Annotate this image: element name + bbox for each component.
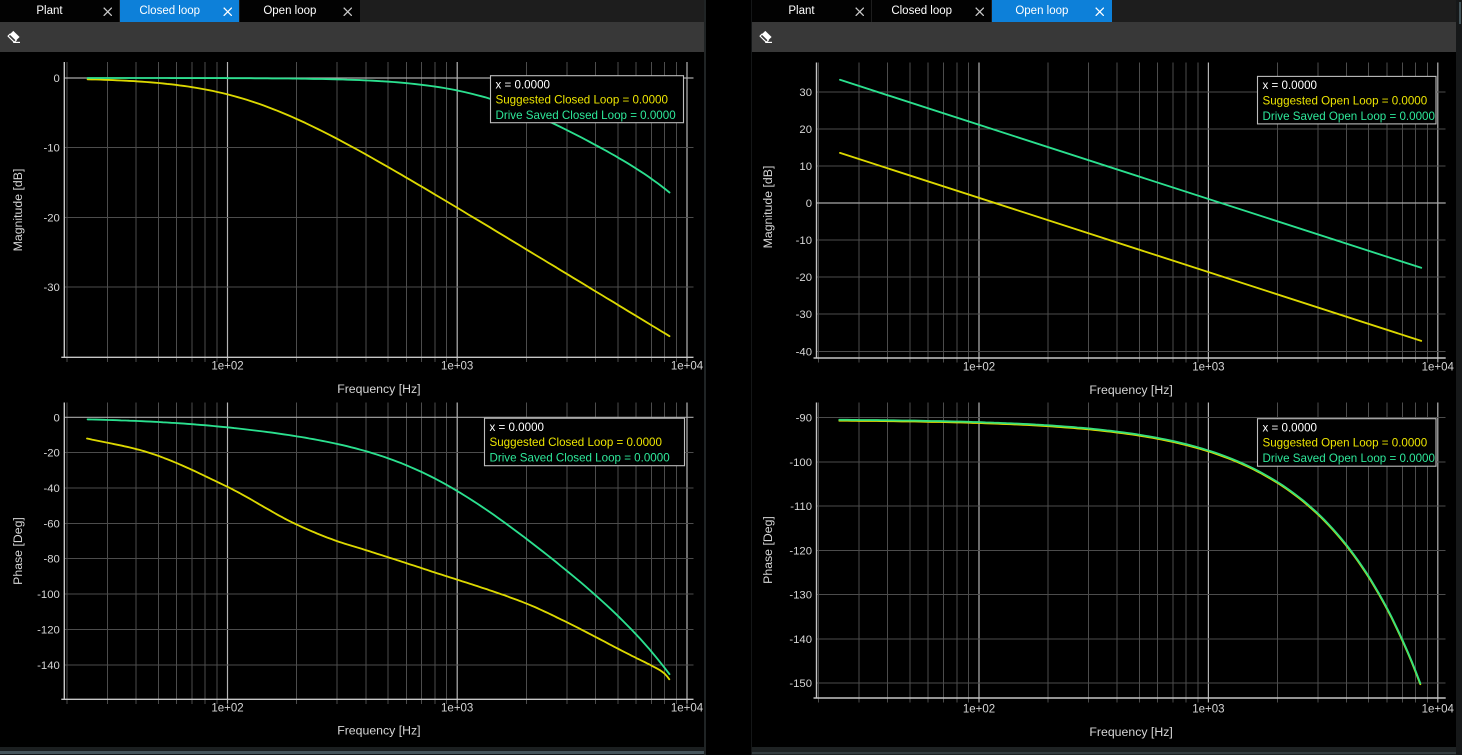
svg-text:Drive Saved Closed Loop = 0.00: Drive Saved Closed Loop = 0.0000 <box>496 109 676 122</box>
svg-text:-10: -10 <box>796 235 812 247</box>
svg-text:-120: -120 <box>37 625 60 637</box>
svg-text:-20: -20 <box>43 448 59 460</box>
svg-text:1e+03: 1e+03 <box>1192 362 1224 374</box>
svg-text:-40: -40 <box>43 483 59 495</box>
svg-text:0: 0 <box>54 412 60 424</box>
svg-text:x = 0.0000: x = 0.0000 <box>490 421 544 434</box>
svg-text:1e+03: 1e+03 <box>1192 704 1224 716</box>
svg-text:-140: -140 <box>37 660 60 672</box>
svg-text:-110: -110 <box>790 501 812 513</box>
svg-text:1e+03: 1e+03 <box>441 703 473 715</box>
svg-text:x = 0.0000: x = 0.0000 <box>1263 421 1317 434</box>
svg-text:x = 0.0000: x = 0.0000 <box>1263 79 1317 92</box>
svg-text:Phase [Deg]: Phase [Deg] <box>11 517 25 585</box>
svg-text:Suggested Closed Loop = 0.0000: Suggested Closed Loop = 0.0000 <box>490 436 662 449</box>
svg-text:-150: -150 <box>789 678 812 690</box>
svg-text:Drive Saved Open Loop = 0.0000: Drive Saved Open Loop = 0.0000 <box>1263 452 1435 465</box>
svg-text:Frequency [Hz]: Frequency [Hz] <box>1089 725 1172 739</box>
svg-text:0: 0 <box>806 198 812 210</box>
svg-text:-60: -60 <box>43 518 59 530</box>
svg-text:Suggested Open Loop = 0.0000: Suggested Open Loop = 0.0000 <box>1263 437 1428 450</box>
svg-text:Magnitude [dB]: Magnitude [dB] <box>761 166 775 249</box>
svg-text:1e+04: 1e+04 <box>671 703 704 715</box>
svg-text:-100: -100 <box>37 589 60 601</box>
svg-text:-80: -80 <box>43 554 59 566</box>
svg-text:1e+04: 1e+04 <box>671 361 704 373</box>
svg-text:Frequency [Hz]: Frequency [Hz] <box>1089 383 1172 397</box>
svg-text:1e+02: 1e+02 <box>963 362 995 374</box>
svg-text:-30: -30 <box>796 309 812 321</box>
svg-text:10: 10 <box>799 161 812 173</box>
svg-text:-140: -140 <box>789 634 812 646</box>
svg-text:-40: -40 <box>796 346 812 358</box>
svg-text:-120: -120 <box>789 546 812 558</box>
svg-text:Frequency [Hz]: Frequency [Hz] <box>337 724 420 738</box>
svg-text:-20: -20 <box>796 272 812 284</box>
svg-text:1e+02: 1e+02 <box>211 361 243 373</box>
svg-text:-30: -30 <box>43 282 59 294</box>
svg-text:x = 0.0000: x = 0.0000 <box>496 78 550 91</box>
svg-text:Drive Saved Open Loop = 0.0000: Drive Saved Open Loop = 0.0000 <box>1263 110 1435 123</box>
svg-text:20: 20 <box>799 124 812 136</box>
svg-text:Frequency [Hz]: Frequency [Hz] <box>337 382 420 396</box>
svg-text:1e+02: 1e+02 <box>963 704 995 716</box>
svg-text:Suggested Closed Loop = 0.0000: Suggested Closed Loop = 0.0000 <box>496 94 668 107</box>
svg-text:1e+04: 1e+04 <box>1422 362 1455 374</box>
svg-text:Magnitude [dB]: Magnitude [dB] <box>11 169 25 252</box>
svg-text:1e+02: 1e+02 <box>211 703 243 715</box>
svg-text:-20: -20 <box>43 212 59 224</box>
svg-text:-10: -10 <box>43 143 59 155</box>
svg-text:30: 30 <box>799 87 812 99</box>
svg-text:-90: -90 <box>796 413 812 425</box>
svg-text:0: 0 <box>54 73 60 85</box>
svg-text:1e+04: 1e+04 <box>1422 704 1455 716</box>
svg-text:1e+03: 1e+03 <box>441 361 473 373</box>
svg-text:-100: -100 <box>789 457 812 469</box>
svg-text:-130: -130 <box>789 590 812 602</box>
svg-text:Drive Saved Closed Loop = 0.00: Drive Saved Closed Loop = 0.0000 <box>490 452 670 465</box>
svg-text:Suggested Open Loop = 0.0000: Suggested Open Loop = 0.0000 <box>1263 94 1428 107</box>
svg-text:Phase [Deg]: Phase [Deg] <box>761 516 775 584</box>
